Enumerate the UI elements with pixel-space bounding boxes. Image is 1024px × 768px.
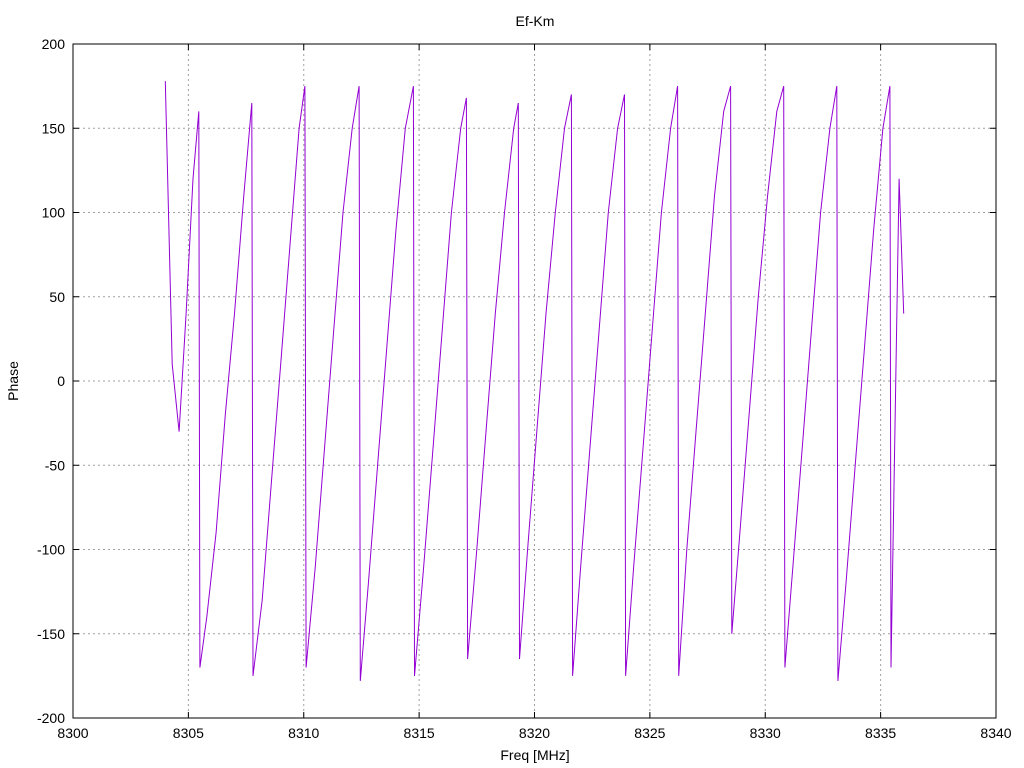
x-tick-label: 8320 <box>519 725 550 741</box>
phase-series-line <box>164 81 905 681</box>
x-tick-label: 8325 <box>634 725 665 741</box>
x-tick-labels: 8300 8305 8310 8315 8320 8325 8330 8335 8340 <box>57 725 1011 741</box>
x-axis-label: Freq [MHz] <box>500 747 569 763</box>
y-tick-label: 0 <box>57 373 65 389</box>
y-axis-label: Phase <box>5 361 21 401</box>
y-tick-label: 150 <box>42 120 66 136</box>
y-tick-labels: -200 -150 -100 -50 0 50 100 150 200 <box>37 36 65 726</box>
grid-lines <box>73 44 996 718</box>
x-tick-label: 8340 <box>980 725 1011 741</box>
y-tick-label: 50 <box>49 289 65 305</box>
y-tick-label: -50 <box>45 457 65 473</box>
x-tick-label: 8315 <box>404 725 435 741</box>
x-tick-label: 8310 <box>288 725 319 741</box>
y-tick-label: -200 <box>37 710 65 726</box>
y-tick-label: 200 <box>42 36 66 52</box>
chart-title: Ef-Km <box>516 13 555 29</box>
x-tick-label: 8335 <box>865 725 896 741</box>
series-layer <box>164 81 905 681</box>
tick-marks <box>72 43 997 719</box>
x-tick-label: 8330 <box>750 725 781 741</box>
y-tick-label: 100 <box>42 205 66 221</box>
x-tick-label: 8305 <box>173 725 204 741</box>
x-tick-label: 8300 <box>57 725 88 741</box>
y-tick-label: -150 <box>37 626 65 642</box>
y-tick-label: -100 <box>37 542 65 558</box>
